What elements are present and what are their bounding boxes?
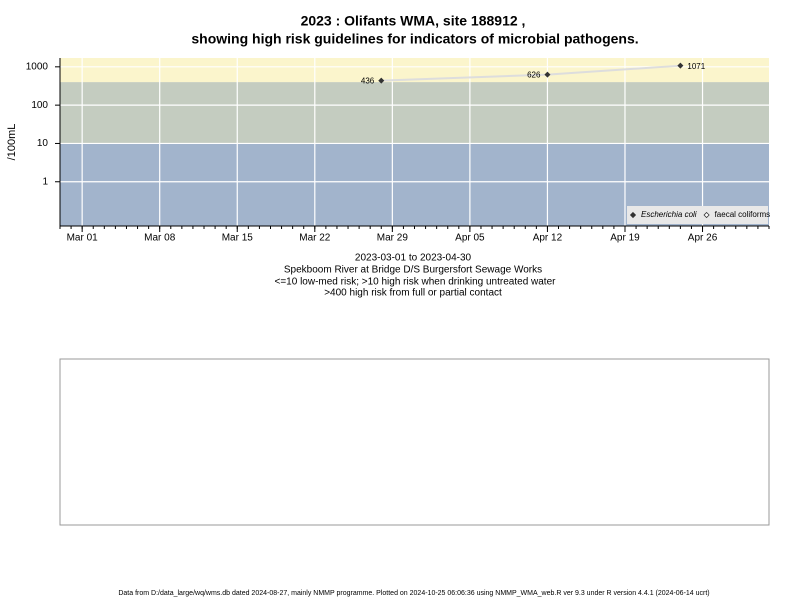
x-tick-label: Mar 08 [144,233,176,244]
y-tick-label: 100 [31,100,48,111]
legend-label: faecal coliforms [715,210,771,219]
y-tick-label: 1 [42,176,48,187]
x-tick-label: Apr 05 [455,233,485,244]
empty-panel [59,358,770,526]
data-label: 626 [527,71,541,80]
x-tick-label: Mar 15 [222,233,254,244]
chart-title: 2023 : Olifants WMA, site 188912 , [301,13,526,29]
data-label: 1071 [687,62,705,71]
x-tick-label: Mar 29 [377,233,409,244]
legend-marker [629,211,637,219]
note: >400 high risk from full or partial cont… [324,288,502,299]
footer: Data from D:/data_large/wq/wms.db dated … [118,590,709,597]
x-tick-label: Apr 26 [688,233,718,244]
y-tick-label: 1000 [26,61,49,72]
legend-label: Escherichia coli [641,210,697,219]
x-tick-label: Apr 12 [533,233,563,244]
legend-marker [703,211,710,219]
data-label: 436 [361,77,375,86]
x-tick-label: Mar 22 [299,233,331,244]
risk-band [60,82,769,144]
x-tick-label: Mar 01 [67,233,99,244]
y-axis-label: /100mL [6,124,18,161]
x-tick-label: Apr 19 [610,233,640,244]
note: <=10 low-med risk; >10 high risk when dr… [275,277,557,288]
data-point [677,62,684,69]
risk-band [60,58,769,83]
data-point [378,77,385,84]
y-tick-label: 10 [37,138,49,149]
legend-box [627,206,768,224]
note: Spekboom River at Bridge D/S Burgersfort… [284,265,542,276]
note: 2023-03-01 to 2023-04-30 [355,253,472,264]
data-point [544,71,551,78]
chart-subtitle: showing high risk guidelines for indicat… [191,31,638,47]
